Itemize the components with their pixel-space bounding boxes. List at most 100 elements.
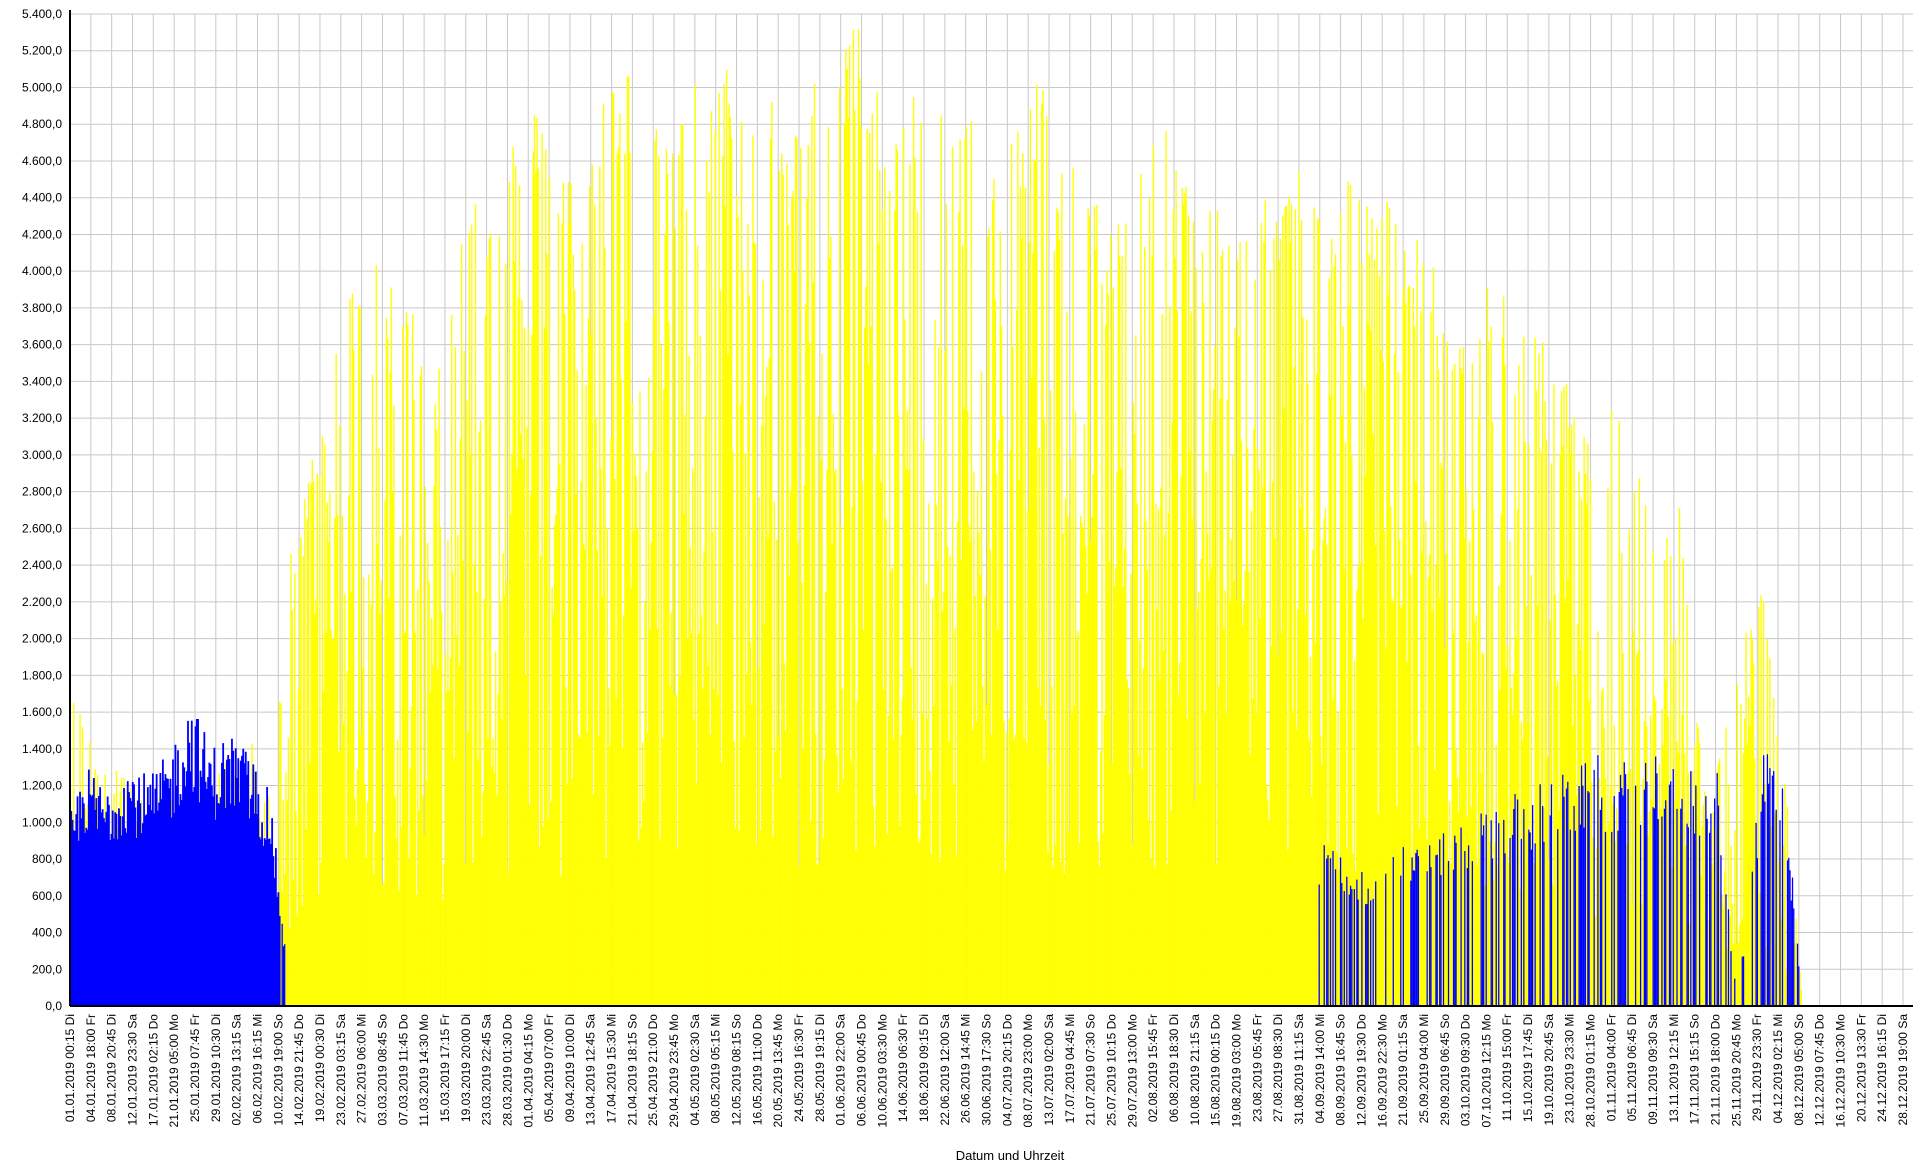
x-tick-label: 02.02.2019 13:15 Sa bbox=[230, 1014, 244, 1126]
x-tick-label: 31.08.2019 11:15 Sa bbox=[1292, 1014, 1306, 1125]
y-tick-label: 2.600,0 bbox=[22, 521, 62, 535]
x-tick-label: 21.09.2019 01:15 Sa bbox=[1396, 1014, 1410, 1126]
x-tick-label: 01.01.2019 00:15 Di bbox=[63, 1014, 77, 1122]
x-tick-label: 17.01.2019 02:15 Do bbox=[146, 1014, 160, 1126]
x-tick-label: 03.10.2019 09:30 Do bbox=[1459, 1014, 1473, 1126]
x-tick-label: 29.11.2019 23:30 Fr bbox=[1750, 1014, 1764, 1121]
x-tick-label: 09.04.2019 10:00 Di bbox=[563, 1014, 577, 1122]
y-tick-label: 3.200,0 bbox=[22, 411, 62, 425]
y-tick-label: 5.000,0 bbox=[22, 80, 62, 94]
x-tick-label: 17.04.2019 15:30 Mi bbox=[605, 1014, 619, 1123]
x-tick-label: 23.03.2019 22:45 Sa bbox=[480, 1014, 494, 1126]
x-tick-label: 12.05.2019 08:15 So bbox=[730, 1014, 744, 1126]
x-axis-title: Datum und Uhrzeit bbox=[956, 1148, 1065, 1163]
x-tick-label: 24.05.2019 16:30 Fr bbox=[792, 1014, 806, 1122]
x-tick-label: 17.11.2019 15:15 So bbox=[1688, 1014, 1702, 1125]
x-tick-label: 25.09.2019 04:00 Mi bbox=[1417, 1014, 1431, 1123]
x-tick-label: 19.03.2019 20:00 Di bbox=[459, 1014, 473, 1122]
x-tick-label: 01.06.2019 22:00 Sa bbox=[834, 1014, 848, 1126]
x-tick-label: 11.10.2019 15:00 Fr bbox=[1500, 1014, 1514, 1121]
y-tick-label: 2.400,0 bbox=[22, 558, 62, 572]
x-tick-label: 08.01.2019 20:45 Di bbox=[105, 1014, 119, 1122]
x-tick-label: 04.05.2019 02:30 Sa bbox=[688, 1014, 702, 1126]
y-tick-label: 3.600,0 bbox=[22, 338, 62, 352]
x-tick-label: 25.01.2019 07:45 Fr bbox=[188, 1014, 202, 1122]
y-tick-label: 1.200,0 bbox=[22, 779, 62, 793]
x-tick-label: 06.08.2019 18:30 Di bbox=[1167, 1014, 1181, 1122]
y-tick-label: 2.000,0 bbox=[22, 632, 62, 646]
series-blue bbox=[69, 718, 1800, 1006]
x-tick-label: 14.06.2019 06:30 Fr bbox=[896, 1014, 910, 1122]
x-tick-label: 17.07.2019 04:45 Mi bbox=[1063, 1014, 1077, 1123]
x-tick-label: 01.11.2019 04:00 Fr bbox=[1604, 1014, 1618, 1121]
x-tick-label: 16.09.2019 22:30 Mo bbox=[1375, 1014, 1389, 1128]
x-tick-label: 22.06.2019 12:00 Sa bbox=[938, 1014, 952, 1126]
x-tick-label: 12.12.2019 07:45 Do bbox=[1813, 1014, 1827, 1126]
y-tick-label: 4.800,0 bbox=[22, 117, 62, 131]
y-tick-label: 4.600,0 bbox=[22, 154, 62, 168]
x-tick-label: 03.03.2019 08:45 So bbox=[375, 1014, 389, 1126]
x-tick-label: 30.06.2019 17:30 So bbox=[980, 1014, 994, 1126]
y-tick-label: 4.200,0 bbox=[22, 227, 62, 241]
x-tick-label: 12.01.2019 23:30 Sa bbox=[125, 1014, 139, 1126]
x-tick-label: 09.11.2019 09:30 Sa bbox=[1646, 1014, 1660, 1125]
y-tick-label: 600,0 bbox=[32, 889, 62, 903]
x-tick-label: 11.03.2019 14:30 Mo bbox=[417, 1014, 431, 1127]
x-tick-label: 25.04.2019 21:00 Do bbox=[646, 1014, 660, 1126]
x-tick-label: 13.11.2019 12:15 Mi bbox=[1667, 1014, 1681, 1123]
x-tick-label: 10.02.2019 19:00 So bbox=[271, 1014, 285, 1126]
x-tick-label: 26.06.2019 14:45 Mi bbox=[959, 1014, 973, 1123]
x-tick-label: 25.07.2019 10:15 Do bbox=[1104, 1014, 1118, 1126]
x-tick-label: 13.07.2019 02:00 Sa bbox=[1042, 1014, 1056, 1126]
x-tick-label: 12.09.2019 19:30 Do bbox=[1354, 1014, 1368, 1126]
x-tick-label: 06.06.2019 00:45 Do bbox=[855, 1014, 869, 1126]
y-tick-labels: 0,0 200,0 400,0 600,0 800,0 1.000,0 1.200,0 1.4… bbox=[22, 7, 62, 1013]
y-tick-label: 4.000,0 bbox=[22, 264, 62, 278]
x-tick-label: 04.07.2019 20:15 Do bbox=[1000, 1014, 1014, 1126]
x-tick-label: 18.06.2019 09:15 Di bbox=[917, 1014, 931, 1122]
x-tick-label: 20.12.2019 13:30 Fr bbox=[1854, 1014, 1868, 1122]
y-tick-label: 1.600,0 bbox=[22, 705, 62, 719]
x-tick-label: 21.11.2019 18:00 Do bbox=[1709, 1014, 1723, 1126]
x-tick-label: 08.12.2019 05:00 So bbox=[1792, 1014, 1806, 1126]
x-tick-label: 19.10.2019 20:45 Sa bbox=[1542, 1014, 1556, 1126]
x-tick-label: 28.12.2019 19:00 Sa bbox=[1896, 1014, 1910, 1126]
series-yellow bbox=[69, 29, 1803, 1006]
y-tick-label: 200,0 bbox=[32, 962, 62, 976]
x-tick-label: 01.04.2019 04:15 Mo bbox=[521, 1014, 535, 1128]
x-tick-label: 04.12.2019 02:15 Mi bbox=[1771, 1014, 1785, 1123]
x-tick-label: 21.01.2019 05:00 Mo bbox=[167, 1014, 181, 1128]
x-tick-label: 23.02.2019 03:15 Sa bbox=[334, 1014, 348, 1126]
x-tick-label: 27.08.2019 08:30 Di bbox=[1271, 1014, 1285, 1122]
x-tick-label: 13.04.2019 12:45 Sa bbox=[584, 1014, 598, 1126]
x-tick-label: 07.10.2019 12:15 Mo bbox=[1479, 1014, 1493, 1128]
x-tick-label: 05.04.2019 07:00 Fr bbox=[542, 1014, 556, 1122]
x-tick-label: 29.09.2019 06:45 So bbox=[1438, 1014, 1452, 1126]
y-tick-label: 3.400,0 bbox=[22, 374, 62, 388]
y-tick-label: 1.400,0 bbox=[22, 742, 62, 756]
x-tick-label: 06.02.2019 16:15 Mi bbox=[250, 1014, 264, 1123]
x-tick-label: 08.05.2019 05:15 Mi bbox=[709, 1014, 723, 1123]
y-tick-label: 400,0 bbox=[32, 926, 62, 940]
x-tick-label: 15.08.2019 00:15 Do bbox=[1209, 1014, 1223, 1126]
x-tick-label: 29.04.2019 23:45 Mo bbox=[667, 1014, 681, 1128]
x-tick-label: 08.09.2019 16:45 So bbox=[1334, 1014, 1348, 1126]
y-tick-label: 2.800,0 bbox=[22, 485, 62, 499]
x-tick-label: 27.02.2019 06:00 Mi bbox=[355, 1014, 369, 1123]
x-tick-label: 10.06.2019 03:30 Mo bbox=[875, 1014, 889, 1128]
y-tick-label: 4.400,0 bbox=[22, 191, 62, 205]
x-tick-label: 15.10.2019 17:45 Di bbox=[1521, 1014, 1535, 1122]
y-tick-label: 5.200,0 bbox=[22, 44, 62, 58]
x-tick-label: 23.10.2019 23:30 Mi bbox=[1563, 1014, 1577, 1123]
x-tick-label: 08.07.2019 23:00 Mo bbox=[1021, 1014, 1035, 1128]
x-tick-label: 28.10.2019 01:15 Mo bbox=[1584, 1014, 1598, 1128]
x-tick-label: 21.07.2019 07:30 So bbox=[1084, 1014, 1098, 1126]
y-tick-label: 1.800,0 bbox=[22, 668, 62, 682]
x-tick-label: 29.07.2019 13:00 Mo bbox=[1125, 1014, 1139, 1128]
x-tick-label: 04.01.2019 18:00 Fr bbox=[84, 1014, 98, 1122]
x-tick-label: 16.12.2019 10:30 Mo bbox=[1834, 1014, 1848, 1128]
x-tick-label: 24.12.2019 16:15 Di bbox=[1875, 1014, 1889, 1122]
y-tick-label: 0,0 bbox=[45, 999, 62, 1013]
x-tick-label: 20.05.2019 13:45 Mo bbox=[771, 1014, 785, 1128]
